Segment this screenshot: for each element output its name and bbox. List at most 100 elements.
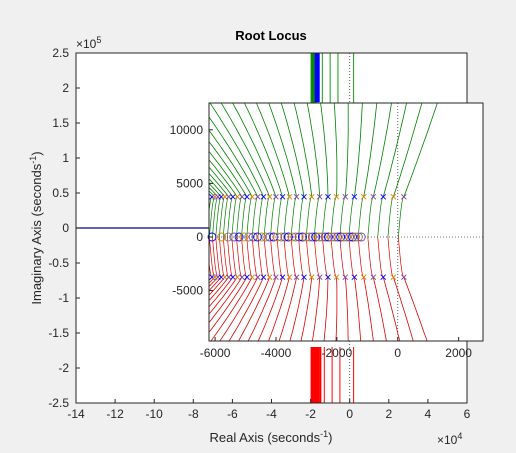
inset-upper-branch [209, 116, 259, 197]
inset-upper-branch [403, 103, 438, 197]
inset-lower-branch [344, 277, 349, 341]
inset-upper-branch [393, 103, 423, 197]
inset-lower-branch [372, 277, 387, 341]
inset-lower-branch [323, 277, 329, 341]
inset-upper-branch [209, 141, 248, 198]
inset-pole-marker [333, 193, 340, 200]
inset-lower-branch [393, 277, 414, 341]
inset-lower-branch [289, 277, 305, 341]
x-axis-label: Real Axis (seconds-1) [210, 429, 333, 445]
inset-pole-marker [239, 274, 245, 281]
inset-axes-background [209, 103, 483, 341]
inset-zero-marker [307, 232, 317, 242]
inset-x-tick-label: 2000 [445, 346, 472, 360]
inset-upper-branch [232, 103, 277, 197]
main-x-ticks: -14 -12 -10 -8 -6 -4 -2 0 2 4 6 [67, 399, 471, 421]
inset-upper-branch [209, 159, 238, 198]
inset-upper-branch [268, 103, 297, 197]
inset-y-tick-label: 10000 [170, 123, 204, 137]
inset-upper-branch [209, 150, 243, 198]
inset-pole-marker [351, 274, 358, 281]
inset-x-tick-label: -6000 [200, 346, 231, 360]
main-x-tick-label: 2 [385, 407, 392, 421]
inset-pole-marker [244, 193, 250, 200]
chart-title: Root Locus [235, 28, 307, 43]
main-x-tick-label: -14 [67, 407, 85, 421]
inset-pole-marker [308, 193, 315, 200]
inset-x-ticks: -6000 -4000 -2000 0 2000 [200, 337, 472, 360]
inset-lower-branch [363, 277, 374, 341]
inset-pole-marker [279, 193, 286, 200]
inset-lower-branch [382, 277, 401, 341]
main-y-tick-label: 2.5 [52, 46, 69, 60]
inset-lower-branch [209, 276, 243, 324]
inset-zero-marker [280, 232, 290, 242]
inset-pole-marker [360, 193, 367, 200]
inset-pole-marker [390, 274, 397, 281]
main-x-tick-label: -4 [266, 407, 277, 421]
inset-x-tick-label: -4000 [261, 346, 292, 360]
inset-zero-marker [314, 232, 324, 242]
inset-upper-branch [209, 166, 234, 198]
inset-zero-marker [339, 232, 349, 242]
inset-zero-marker [304, 232, 314, 242]
inset-zero-marker [248, 232, 258, 242]
y-axis-multiplier: ×105 [76, 35, 101, 51]
inset-upper-branch [363, 103, 378, 197]
inset-upper-branch [333, 103, 338, 197]
main-locus-blue-band [314, 53, 320, 102]
main-y-tick-label: -2 [58, 361, 69, 375]
inset-upper-branch [354, 103, 363, 197]
main-y-ticks: 2.5 2 1.5 1 0.5 0 -0.5 -1 -1.5 -2 -2.5 [48, 46, 80, 410]
inset-lower-branch [311, 277, 321, 341]
inset-zero-marker [342, 232, 352, 242]
inset-zero-marker [353, 232, 363, 242]
inset-zero-marker [336, 232, 346, 242]
inset-pole-marker [286, 193, 293, 200]
inset-lower-branch [210, 277, 253, 341]
inset-lower-branch [238, 277, 270, 341]
inset-pole-marker [380, 193, 387, 200]
inset-lower-branch [209, 276, 248, 334]
inset-zero-marker [239, 232, 249, 242]
inset-lower-branch [403, 277, 428, 341]
inset-zero-marker [356, 232, 366, 242]
main-y-tick-label: -1 [58, 291, 69, 305]
inset-pole-marker [370, 274, 377, 281]
main-x-tick-label: -2 [305, 407, 316, 421]
inset-lower-branch [247, 277, 277, 341]
inset-pole-marker [293, 193, 300, 200]
inset-zero-marker [207, 232, 217, 242]
inset-pole-marker [273, 274, 279, 281]
inset-y-tick-label: 5000 [176, 176, 203, 190]
main-x-tick-label: -12 [106, 407, 124, 421]
inset-x-tick-label: -2000 [322, 346, 353, 360]
main-x-tick-label: -6 [227, 407, 238, 421]
inset-pole-marker [333, 274, 340, 281]
inset-zero-marker [276, 232, 286, 242]
inset-pole-marker [351, 193, 358, 200]
inset-lower-branch [278, 277, 297, 341]
inset-pole-marker [286, 274, 293, 281]
inset-pole-marker [230, 274, 236, 281]
y-axis-label: Imaginary Axis (seconds-1) [28, 151, 44, 304]
main-x-tick-label: 4 [425, 407, 432, 421]
inset-pole-marker [249, 274, 256, 281]
inset-pole-marker [308, 274, 315, 281]
inset-pole-marker [273, 193, 279, 200]
inset-pole-marker [301, 193, 307, 200]
inset-pole-marker [244, 274, 250, 281]
inset-upper-branch [372, 103, 392, 197]
inset-pole-marker [360, 274, 367, 281]
main-x-tick-label: -10 [146, 407, 164, 421]
inset-zero-marker [348, 232, 357, 242]
inset-pole-marker [370, 193, 377, 200]
inset-pole-marker [230, 193, 236, 200]
inset-zero-marker [301, 232, 311, 242]
inset-zero-marker [284, 232, 293, 242]
inset-zero-marker [287, 232, 297, 242]
inset-pole-marker [239, 193, 245, 200]
inset-pole-marker [260, 193, 267, 200]
inset-zero-marker [345, 232, 355, 242]
inset-upper-branch [344, 103, 349, 197]
